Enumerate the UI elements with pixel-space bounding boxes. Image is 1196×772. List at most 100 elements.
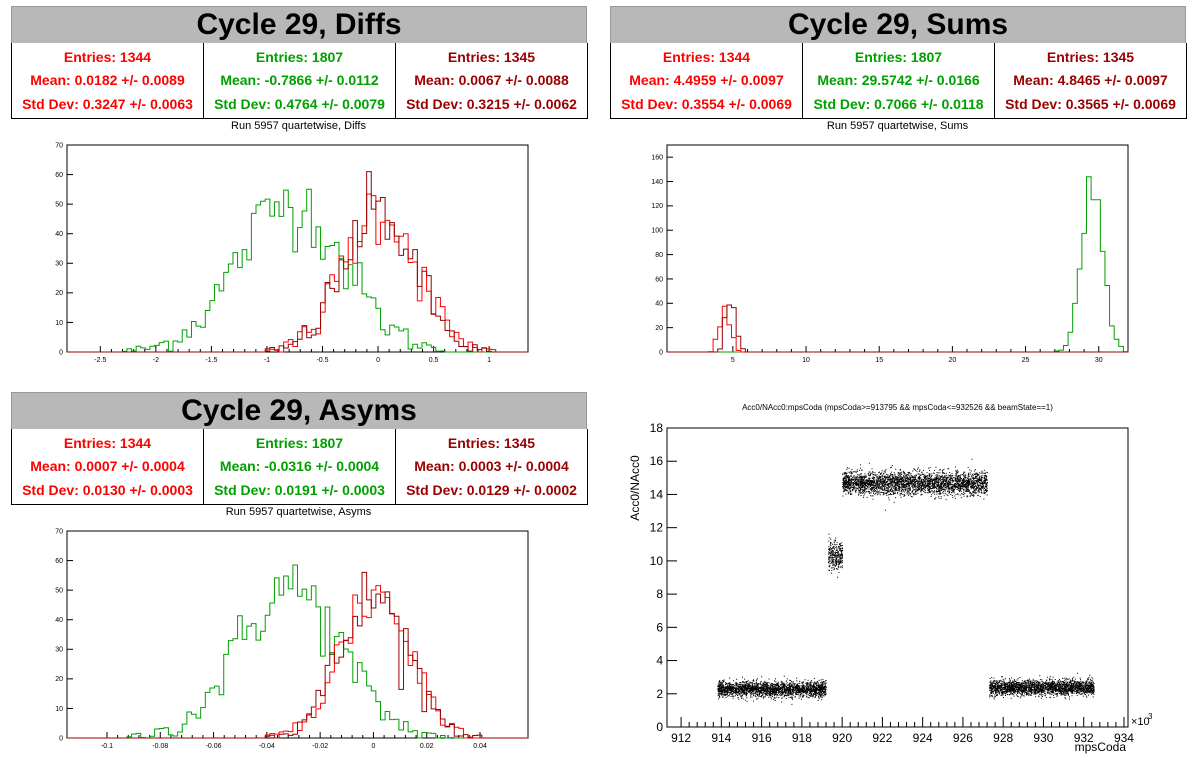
scatter-point [906, 491, 908, 493]
scatter-point [897, 490, 899, 492]
scatter-point [789, 688, 791, 690]
scatter-xtick-label: 926 [953, 731, 973, 745]
scatter-point [895, 479, 897, 481]
scatter-point [742, 686, 744, 688]
scatter-point [741, 686, 743, 688]
scatter-point [918, 483, 920, 485]
scatter-point [844, 486, 846, 488]
scatter-point [777, 689, 779, 691]
scatter-point [757, 694, 759, 696]
scatter-point [835, 552, 837, 554]
scatter-point [898, 475, 900, 477]
scatter-point [969, 472, 971, 474]
scatter-point [796, 685, 798, 687]
scatter-point [828, 553, 830, 555]
scatter-point [966, 479, 968, 481]
scatter-point [792, 692, 794, 694]
stat-stddev: Std Dev: 0.3215 +/- 0.0062 [406, 96, 577, 113]
scatter-point [774, 680, 776, 682]
scatter-point [739, 686, 741, 688]
scatter-point [929, 482, 931, 484]
scatter-point [720, 683, 722, 685]
scatter-point [971, 484, 973, 486]
scatter-point [945, 480, 947, 482]
scatter-point [764, 694, 766, 696]
scatter-point [738, 687, 740, 689]
scatter-point [919, 478, 921, 480]
scatter-point [921, 483, 923, 485]
asyms-hist-ytick-label: 70 [55, 528, 63, 535]
scatter-point [920, 491, 922, 493]
scatter-point [747, 683, 749, 685]
scatter-point [975, 488, 977, 490]
scatter-point [954, 495, 956, 497]
scatter-ylabel: Acc0/NAcc0 [628, 455, 642, 521]
scatter-point [857, 469, 859, 471]
diffs-hist-series-0 [67, 188, 528, 353]
scatter-point [795, 688, 797, 690]
scatter-point [810, 686, 812, 688]
scatter-point [781, 687, 783, 689]
scatter-point [914, 493, 916, 495]
scatter-point [960, 487, 962, 489]
scatter-point [740, 685, 742, 687]
scatter-point [894, 485, 896, 487]
scatter-point [770, 690, 772, 692]
scatter-point [750, 682, 752, 684]
scatter-point [855, 489, 857, 491]
scatter-point [959, 489, 961, 491]
scatter-point [809, 692, 811, 694]
asyms-hist-ytick-label: 50 [55, 587, 63, 594]
scatter-point [879, 481, 881, 483]
asyms-hist-xtick-label: -0.02 [312, 743, 328, 750]
scatter-point [946, 484, 948, 486]
scatter-point [963, 493, 965, 495]
scatter-point [721, 681, 723, 683]
scatter-point [876, 483, 878, 485]
scatter-point [812, 688, 814, 690]
scatter-point [864, 489, 866, 491]
scatter-point [962, 486, 964, 488]
scatter-point [815, 682, 817, 684]
scatter-point [760, 691, 762, 693]
scatter-point [935, 478, 937, 480]
scatter-point [782, 687, 784, 689]
stat-mean: Mean: -0.0316 +/- 0.0004 [219, 458, 380, 475]
scatter-point [821, 693, 823, 695]
scatter-point [794, 687, 796, 689]
scatter-point [974, 482, 976, 484]
scatter-point [815, 692, 817, 694]
scatter-point [894, 484, 896, 486]
scatter-point [948, 468, 950, 470]
scatter-point [843, 485, 845, 487]
scatter-point [859, 474, 861, 476]
scatter-point [906, 488, 908, 490]
scatter-point [786, 692, 788, 694]
scatter-point [767, 690, 769, 692]
scatter-point [908, 482, 910, 484]
scatter-point [980, 477, 982, 479]
scatter-point [941, 478, 943, 480]
scatter-point [944, 475, 946, 477]
scatter-point [720, 691, 722, 693]
scatter-point [729, 683, 731, 685]
scatter-point [736, 684, 738, 686]
scatter-point [962, 479, 964, 481]
scatter-point [909, 483, 911, 485]
scatter-point [762, 689, 764, 691]
scatter-point [829, 557, 831, 559]
scatter-point [798, 689, 800, 691]
scatter-point [721, 694, 723, 696]
scatter-point [839, 549, 841, 551]
scatter-point [797, 690, 799, 692]
scatter-point [852, 483, 854, 485]
scatter-point [835, 549, 837, 551]
scatter-point [775, 688, 777, 690]
scatter-point [846, 472, 848, 474]
scatter-point [824, 681, 826, 683]
scatter-point [939, 491, 941, 493]
scatter-point [735, 688, 737, 690]
scatter-point [851, 493, 853, 495]
scatter-point [920, 487, 922, 489]
scatter-point [819, 687, 821, 689]
